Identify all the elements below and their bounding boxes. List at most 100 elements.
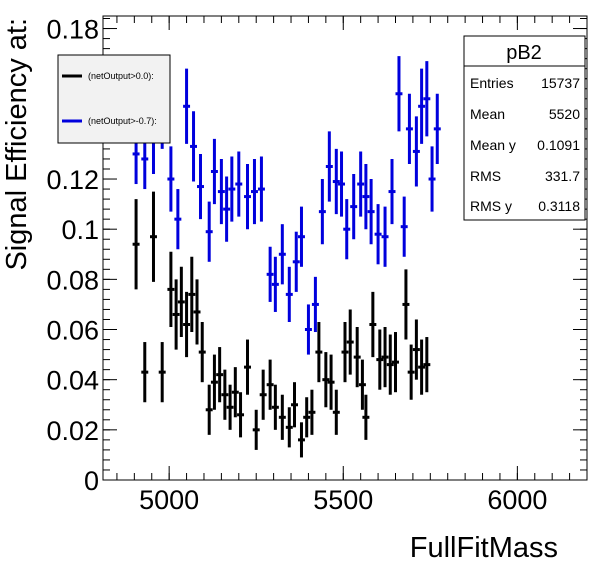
- data-point: [291, 382, 298, 428]
- data-point: [315, 321, 323, 383]
- x-axis-label: FullFitMass: [410, 532, 558, 564]
- data-point: [322, 352, 330, 408]
- data-point: [297, 206, 305, 267]
- legend: (netOutput>0.0): (netOutput>-0.7):: [57, 54, 171, 144]
- data-series: [132, 56, 441, 458]
- data-point: [388, 158, 396, 225]
- stats-value-mean-y: 0.1091: [537, 137, 580, 153]
- data-point: [405, 93, 413, 164]
- data-point: [205, 201, 213, 262]
- data-point: [311, 276, 319, 333]
- data-point: [210, 138, 218, 205]
- data-point: [358, 359, 366, 410]
- data-point: [210, 354, 218, 410]
- series-0: [132, 191, 431, 458]
- data-point: [407, 344, 415, 400]
- data-point: [362, 163, 370, 230]
- data-point: [217, 158, 225, 225]
- data-point: [177, 266, 185, 338]
- data-point: [132, 199, 140, 290]
- data-point: [244, 339, 251, 395]
- y-tick-label: 0: [84, 466, 99, 496]
- stats-label-rms-y: RMS y: [470, 198, 512, 214]
- data-point: [428, 146, 436, 212]
- stats-label-rms: RMS: [470, 168, 501, 184]
- data-point: [395, 56, 403, 132]
- data-point: [412, 319, 420, 380]
- data-point: [367, 179, 375, 245]
- data-point: [193, 279, 201, 345]
- y-tick-label: 0.18: [46, 15, 99, 45]
- data-point: [183, 68, 191, 144]
- data-point: [303, 397, 311, 438]
- x-tick-label: 5000: [139, 485, 199, 515]
- data-point: [266, 359, 274, 410]
- y-tick-label: 0.02: [46, 416, 99, 446]
- data-point: [369, 291, 377, 358]
- data-point: [381, 206, 389, 267]
- data-point: [174, 189, 182, 250]
- stats-value-rms-y: 0.3118: [538, 198, 580, 214]
- data-point: [374, 204, 382, 265]
- stats-value-mean: 5520: [549, 106, 580, 122]
- data-point: [259, 369, 267, 420]
- data-point: [412, 116, 420, 187]
- data-point: [332, 148, 340, 215]
- data-point: [228, 156, 236, 222]
- data-point: [292, 231, 300, 292]
- y-tick-label: 0.06: [46, 316, 99, 346]
- data-point: [221, 369, 229, 420]
- data-point: [423, 61, 431, 137]
- data-point: [252, 409, 260, 450]
- data-point: [271, 256, 279, 312]
- y-tick-label: 0.08: [46, 265, 99, 295]
- data-point: [327, 354, 335, 410]
- data-point: [325, 131, 333, 202]
- plot-frame: [102, 15, 588, 481]
- y-axis-label: Signal Efficiency at:: [1, 18, 33, 271]
- data-point: [285, 407, 293, 448]
- data-point: [235, 151, 243, 217]
- data-point: [244, 163, 251, 230]
- data-point: [278, 394, 286, 440]
- data-point: [257, 156, 265, 222]
- legend-box: [57, 54, 171, 144]
- data-point: [223, 176, 231, 242]
- stats-box: pB2 Entries 15737 Mean 5520 Mean y 0.109…: [463, 35, 586, 221]
- y-tick-label: 0.1: [61, 215, 99, 245]
- data-point: [418, 68, 426, 144]
- x-tick-label: 5500: [313, 485, 373, 515]
- data-point: [172, 279, 180, 350]
- data-point: [402, 269, 410, 340]
- data-point: [362, 394, 370, 440]
- data-point: [216, 347, 224, 403]
- legend-label-1: (netOutput>-0.7):: [88, 116, 157, 126]
- data-point: [400, 196, 408, 257]
- data-point: [285, 266, 293, 322]
- data-point: [271, 384, 279, 430]
- data-point: [231, 367, 239, 418]
- stats-value-entries: 15737: [541, 75, 580, 91]
- data-point: [158, 342, 166, 403]
- axis-ticks: 00.020.040.060.080.10.12000.185000550060…: [46, 15, 587, 515]
- data-point: [433, 93, 441, 164]
- stats-title: pB2: [506, 42, 542, 64]
- data-point: [353, 327, 361, 388]
- data-point: [338, 151, 345, 217]
- data-point: [386, 334, 394, 395]
- legend-label-0: (netOutput>0.0):: [88, 71, 154, 81]
- series-1: [132, 56, 441, 355]
- stats-label-mean: Mean: [470, 106, 505, 122]
- data-point: [150, 191, 157, 282]
- data-point: [341, 321, 349, 383]
- data-point: [183, 291, 191, 358]
- data-point: [346, 309, 354, 375]
- data-point: [167, 251, 175, 328]
- data-point: [190, 111, 198, 182]
- data-point: [304, 304, 312, 355]
- data-point: [418, 339, 426, 395]
- data-point: [278, 224, 286, 285]
- data-point: [250, 158, 258, 225]
- data-point: [198, 321, 206, 383]
